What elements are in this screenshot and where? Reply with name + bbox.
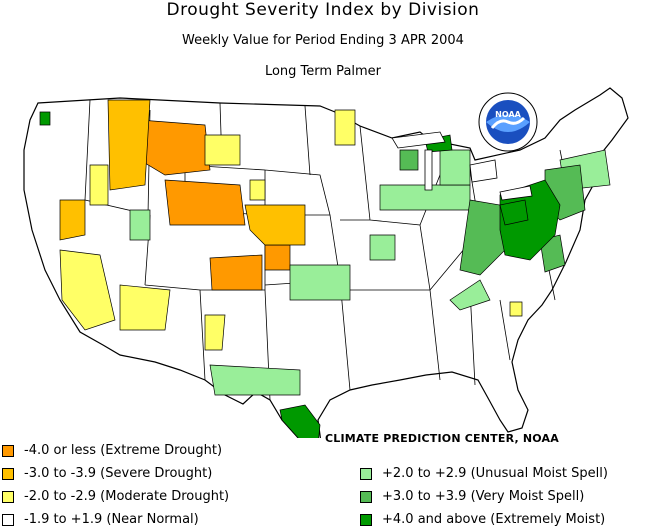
moderate-drought-regions [59, 109, 523, 351]
legend-swatch [2, 490, 14, 503]
index-name: Long Term Palmer [264, 64, 382, 79]
legend-label: -3.0 to -3.9 (Severe Drought) [24, 466, 213, 481]
legend-label: -4.0 or less (Extreme Drought) [24, 443, 223, 458]
legend-swatch [2, 444, 14, 457]
legend-item-moderate-drought: -2.0 to -2.9 (Moderate Drought) [2, 489, 229, 504]
legend-item-severe-drought: -3.0 to -3.9 (Severe Drought) [2, 466, 212, 481]
legend-swatch [360, 490, 372, 503]
severe-drought-regions [59, 99, 306, 246]
noaa-logo-text: NOAA [495, 110, 521, 119]
great-lakes [391, 131, 533, 201]
legend-item-very-moist: +3.0 to +3.9 (Very Moist Spell) [360, 489, 584, 504]
legend-label: +2.0 to +2.9 (Unusual Moist Spell) [382, 466, 608, 481]
legend-label: -1.9 to +1.9 (Near Normal) [24, 512, 199, 527]
legend-swatch [2, 467, 14, 480]
legend-label: +4.0 and above (Extremely Moist) [382, 512, 606, 527]
legend-swatch [360, 467, 372, 480]
legend-label: -2.0 to -2.9 (Moderate Drought) [24, 489, 230, 504]
legend-item-near-normal: -1.9 to +1.9 (Near Normal) [2, 512, 199, 527]
extreme-drought-regions [139, 119, 291, 291]
legend-item-unusual-moist: +2.0 to +2.9 (Unusual Moist Spell) [360, 466, 608, 481]
legend-label: +3.0 to +3.9 (Very Moist Spell) [382, 489, 585, 504]
legend-item-extremely-moist: +4.0 and above (Extremely Moist) [360, 512, 605, 527]
map-subtitle: Weekly Value for Period Ending 3 APR 200… [182, 33, 464, 48]
legend-item-extreme-drought: -4.0 or less (Extreme Drought) [2, 443, 222, 458]
credit-line: CLIMATE PREDICTION CENTER, NOAA [325, 432, 559, 445]
legend-swatch [2, 513, 14, 526]
us-climate-division-map [23, 87, 629, 438]
extremely-moist-regions [39, 111, 561, 438]
map-title: Drought Severity Index by Division [166, 0, 480, 20]
noaa-logo-icon: NOAA [478, 92, 538, 152]
legend-swatch [360, 513, 372, 526]
